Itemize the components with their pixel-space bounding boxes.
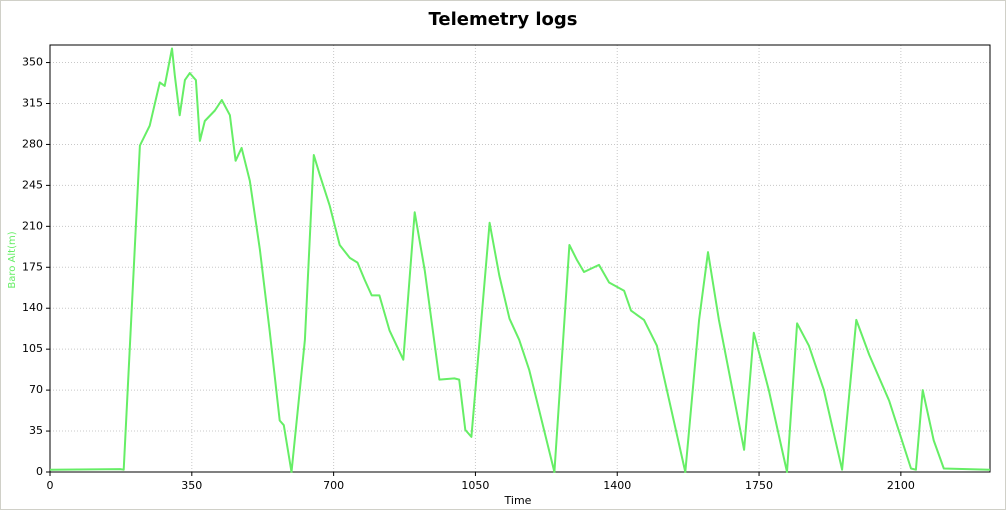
- chart-title: Telemetry logs: [428, 9, 577, 30]
- y-tick-label: 105: [22, 342, 43, 355]
- y-tick-label: 350: [22, 56, 43, 69]
- y-tick-label: 280: [22, 137, 43, 150]
- x-tick-label: 350: [181, 479, 202, 492]
- data-line: [49, 47, 991, 473]
- y-tick-label: 35: [29, 424, 43, 437]
- x-tick-label: 2100: [887, 479, 915, 492]
- y-tick-label: 140: [22, 301, 43, 314]
- x-tick-label: 1750: [745, 479, 773, 492]
- plot-frame: [49, 44, 991, 473]
- y-axis-label: Baro Alt(m): [7, 231, 18, 288]
- y-tick-label: 210: [22, 219, 43, 232]
- x-tick-label: 0: [47, 479, 54, 492]
- y-tick-label: 70: [29, 383, 43, 396]
- x-tick-label: 1400: [603, 479, 631, 492]
- y-tick-label: 245: [22, 178, 43, 191]
- x-tick-label: 1050: [461, 479, 489, 492]
- x-axis-label: Time: [504, 494, 532, 507]
- y-tick-label: 0: [36, 465, 43, 478]
- y-tick-label: 175: [22, 260, 43, 273]
- y-tick-label: 315: [22, 96, 43, 109]
- x-tick-label: 700: [323, 479, 344, 492]
